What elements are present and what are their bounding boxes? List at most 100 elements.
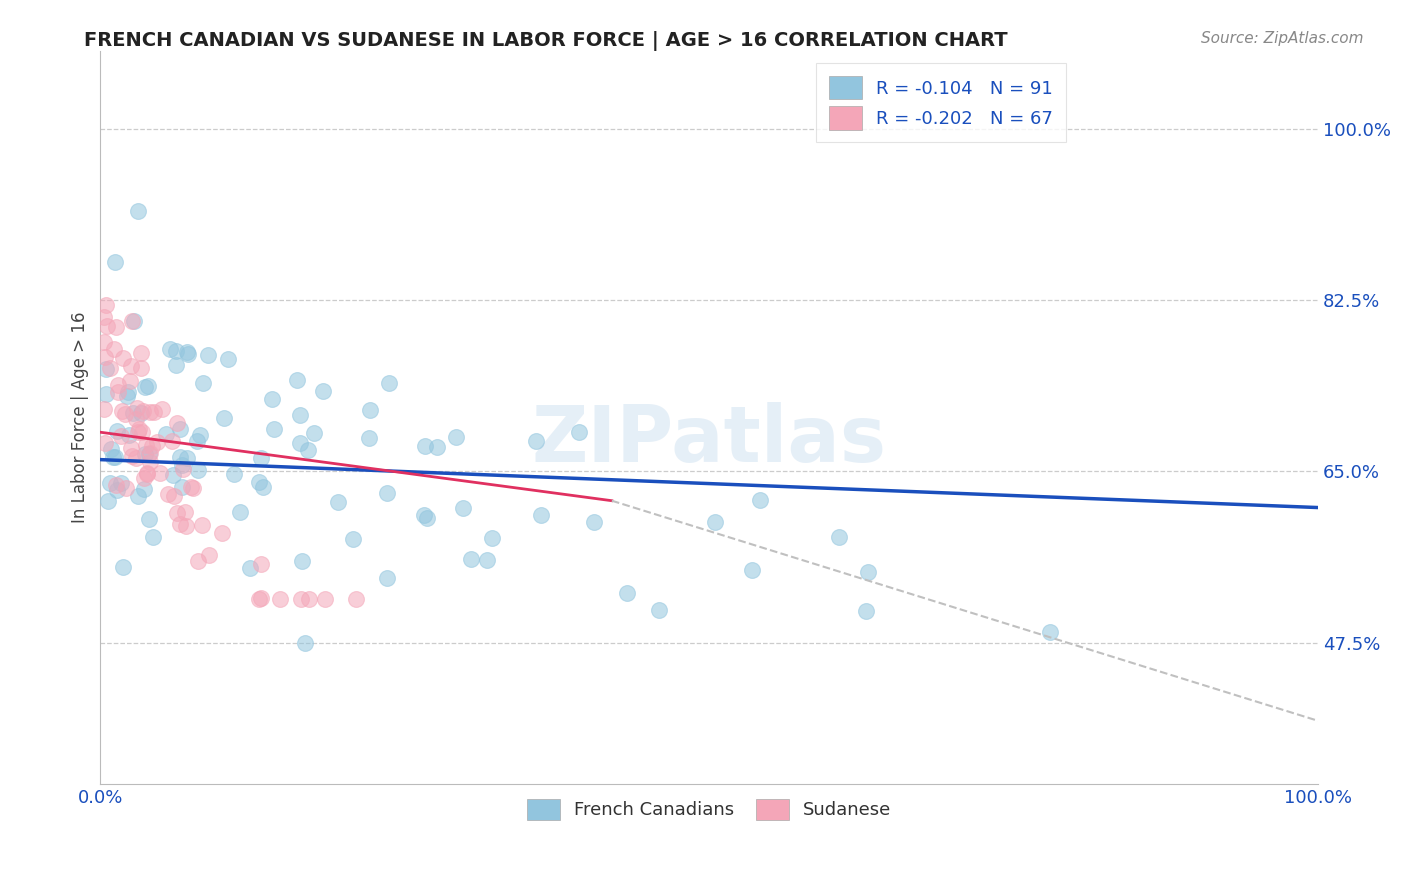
Point [530, 508, 553, 523]
Point [160, 434, 183, 449]
Point [416, 511, 439, 525]
Point [131, 406, 153, 420]
Point [129, 361, 152, 376]
Point [129, 345, 152, 359]
Point [125, 412, 148, 426]
Text: Source: ZipAtlas.com: Source: ZipAtlas.com [1201, 31, 1364, 46]
Point [304, 426, 326, 441]
Point [134, 447, 156, 461]
Point [375, 571, 398, 585]
Point [139, 446, 162, 460]
Point [616, 586, 638, 600]
Text: FRENCH CANADIAN VS SUDANESE IN LABOR FORCE | AGE > 16 CORRELATION CHART: FRENCH CANADIAN VS SUDANESE IN LABOR FOR… [84, 31, 1008, 51]
Point [127, 203, 149, 218]
Legend: French Canadians, Sudanese: French Canadians, Sudanese [520, 791, 898, 827]
Point [176, 451, 198, 466]
Point [139, 455, 162, 469]
Point [150, 402, 173, 417]
Point [828, 531, 851, 545]
Point [177, 347, 200, 361]
Point [214, 411, 236, 425]
Point [211, 526, 233, 541]
Point [163, 490, 186, 504]
Point [180, 480, 202, 494]
Point [96, 386, 118, 401]
Point [134, 380, 156, 394]
Point [121, 449, 143, 463]
Point [170, 458, 193, 472]
Point [93, 334, 115, 349]
Point [169, 517, 191, 532]
Point [444, 430, 467, 444]
Point [149, 466, 172, 480]
Point [1039, 624, 1062, 639]
Point [704, 515, 727, 529]
Point [426, 440, 449, 454]
Point [117, 385, 139, 400]
Point [135, 467, 157, 481]
Point [176, 519, 198, 533]
Point [250, 558, 273, 572]
Point [104, 255, 127, 269]
Point [247, 475, 270, 490]
Point [93, 401, 115, 416]
Point [855, 604, 877, 618]
Point [312, 384, 335, 398]
Y-axis label: In Labor Force | Age > 16: In Labor Force | Age > 16 [72, 312, 89, 524]
Point [100, 476, 122, 491]
Point [165, 344, 187, 359]
Point [128, 422, 150, 436]
Point [291, 553, 314, 567]
Point [98, 360, 121, 375]
Point [94, 350, 117, 364]
Point [125, 450, 148, 465]
Point [114, 481, 136, 495]
Point [142, 530, 165, 544]
Point [122, 314, 145, 328]
Point [135, 438, 157, 452]
Point [342, 532, 364, 546]
Point [582, 515, 605, 529]
Point [328, 495, 350, 509]
Point [136, 378, 159, 392]
Point [749, 492, 772, 507]
Point [250, 451, 273, 466]
Point [344, 591, 367, 606]
Point [118, 374, 141, 388]
Point [568, 425, 591, 439]
Point [269, 591, 291, 606]
Point [132, 471, 155, 485]
Point [187, 463, 209, 477]
Point [290, 436, 312, 450]
Point [142, 405, 165, 419]
Point [146, 434, 169, 449]
Point [239, 560, 262, 574]
Point [187, 554, 209, 568]
Text: ZIPatlas: ZIPatlas [531, 401, 887, 477]
Point [378, 376, 401, 390]
Point [197, 348, 219, 362]
Point [229, 505, 252, 519]
Point [166, 416, 188, 430]
Point [162, 467, 184, 482]
Point [741, 563, 763, 577]
Point [120, 359, 142, 373]
Point [481, 531, 503, 545]
Point [193, 376, 215, 390]
Point [96, 319, 118, 334]
Point [172, 480, 194, 494]
Point [412, 508, 434, 522]
Point [524, 434, 547, 448]
Point [359, 402, 381, 417]
Point [111, 404, 134, 418]
Point [127, 401, 149, 416]
Point [186, 434, 208, 449]
Point [131, 425, 153, 439]
Point [138, 511, 160, 525]
Point [139, 405, 162, 419]
Point [104, 450, 127, 465]
Point [250, 591, 273, 605]
Point [141, 439, 163, 453]
Point [96, 362, 118, 376]
Point [288, 408, 311, 422]
